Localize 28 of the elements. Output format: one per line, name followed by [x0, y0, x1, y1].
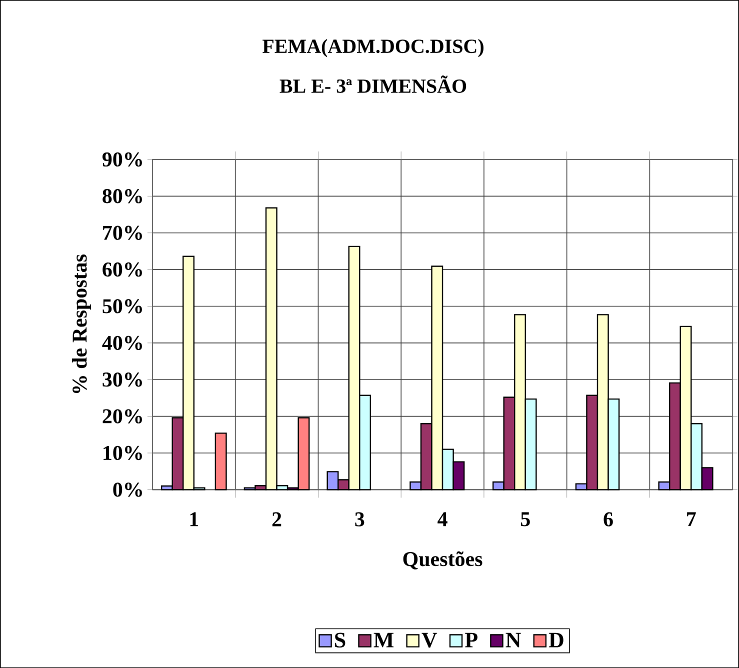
legend-label: N: [506, 632, 521, 648]
y-tick-label: 0%: [113, 482, 142, 497]
x-axis-title: Questões: [403, 551, 482, 570]
legend-label: P: [465, 632, 478, 648]
y-tick-label: 40%: [102, 336, 142, 350]
x-tick-label: 6: [604, 512, 613, 526]
x-tick-label: 4: [438, 512, 448, 526]
y-tick-label: 10%: [104, 446, 142, 460]
y-tick-label: 20%: [102, 409, 142, 424]
chart-subtitle: BL E- 3ª DIMENSÃO: [280, 75, 466, 93]
y-tick-label: 90%: [102, 152, 142, 166]
y-tick-label: 80%: [102, 188, 142, 204]
y-tick-label: 60%: [102, 262, 142, 277]
x-tick-label: 1: [190, 512, 198, 526]
y-axis-title: % de Respostas: [72, 254, 92, 393]
y-tick-label: 50%: [102, 299, 142, 314]
legend-label: M: [374, 632, 394, 648]
x-tick-label: 7: [687, 512, 696, 526]
x-tick-label: 5: [520, 512, 530, 526]
legend-label: S: [335, 632, 346, 648]
y-tick-label: 30%: [102, 372, 142, 387]
x-tick-label: 3: [355, 512, 364, 526]
y-tick-label: 70%: [103, 226, 142, 240]
bar: [214, 432, 227, 490]
chart-title: FEMA(ADM.DOC.DISC): [262, 38, 484, 58]
legend-label: D: [548, 632, 564, 648]
x-tick-label: 2: [272, 512, 282, 526]
legend-label: V: [422, 632, 438, 648]
